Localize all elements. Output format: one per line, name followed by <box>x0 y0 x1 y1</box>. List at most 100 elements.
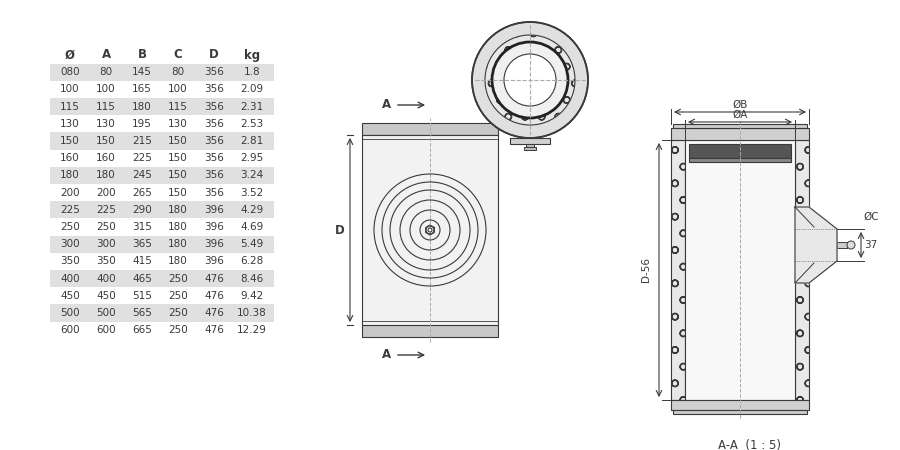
Text: 300: 300 <box>96 239 116 249</box>
Text: 356: 356 <box>204 85 224 94</box>
Text: 2.53: 2.53 <box>240 119 264 129</box>
Text: 250: 250 <box>168 308 188 318</box>
Text: 4.29: 4.29 <box>240 205 264 215</box>
Text: 80: 80 <box>171 67 184 77</box>
Text: 500: 500 <box>96 308 116 318</box>
Text: 130: 130 <box>96 119 116 129</box>
Text: 2.95: 2.95 <box>240 153 264 163</box>
Text: 3.52: 3.52 <box>240 188 264 198</box>
Text: 250: 250 <box>96 222 116 232</box>
Text: 356: 356 <box>204 188 224 198</box>
Text: 476: 476 <box>204 291 224 301</box>
Text: Ø: Ø <box>65 49 75 62</box>
Text: 350: 350 <box>60 256 80 266</box>
Bar <box>50 270 274 287</box>
Text: 200: 200 <box>96 188 116 198</box>
Bar <box>362 325 498 337</box>
Text: 665: 665 <box>132 325 152 335</box>
Text: 2.81: 2.81 <box>240 136 264 146</box>
Text: 350: 350 <box>96 256 116 266</box>
Text: 476: 476 <box>204 274 224 284</box>
Text: 180: 180 <box>168 256 188 266</box>
Bar <box>837 242 847 248</box>
Text: 150: 150 <box>168 171 188 180</box>
Text: 415: 415 <box>132 256 152 266</box>
Text: 150: 150 <box>168 188 188 198</box>
Text: 1.8: 1.8 <box>244 67 260 77</box>
Text: D: D <box>209 49 219 62</box>
Text: 356: 356 <box>204 153 224 163</box>
Text: 465: 465 <box>132 274 152 284</box>
Text: 165: 165 <box>132 85 152 94</box>
Text: 396: 396 <box>204 239 224 249</box>
Bar <box>50 304 274 322</box>
Text: 450: 450 <box>60 291 80 301</box>
Text: 115: 115 <box>60 102 80 112</box>
Text: 300: 300 <box>60 239 80 249</box>
Text: 115: 115 <box>96 102 116 112</box>
Text: A: A <box>382 99 392 112</box>
Text: 195: 195 <box>132 119 152 129</box>
Text: 130: 130 <box>60 119 80 129</box>
Text: A: A <box>382 348 392 361</box>
Text: 150: 150 <box>168 153 188 163</box>
Bar <box>50 98 274 115</box>
Bar <box>671 400 809 410</box>
Bar <box>689 158 791 162</box>
Text: 080: 080 <box>60 67 80 77</box>
Text: 10.38: 10.38 <box>237 308 267 318</box>
Bar <box>526 144 534 147</box>
Text: 250: 250 <box>60 222 80 232</box>
Bar <box>673 410 807 414</box>
Bar <box>50 201 274 218</box>
Text: 6.28: 6.28 <box>240 256 264 266</box>
Text: 9.42: 9.42 <box>240 291 264 301</box>
Text: ØB: ØB <box>733 100 748 110</box>
Text: 160: 160 <box>60 153 80 163</box>
Text: 500: 500 <box>60 308 80 318</box>
Bar <box>689 144 791 158</box>
Text: 250: 250 <box>168 274 188 284</box>
Text: 396: 396 <box>204 205 224 215</box>
Text: 265: 265 <box>132 188 152 198</box>
Text: 8.46: 8.46 <box>240 274 264 284</box>
Text: 356: 356 <box>204 102 224 112</box>
Bar <box>510 138 550 144</box>
Text: 130: 130 <box>168 119 188 129</box>
Text: 215: 215 <box>132 136 152 146</box>
Text: 180: 180 <box>60 171 80 180</box>
Text: 4.69: 4.69 <box>240 222 264 232</box>
Text: 2.31: 2.31 <box>240 102 264 112</box>
Text: 2.09: 2.09 <box>240 85 264 94</box>
Text: 3.24: 3.24 <box>240 171 264 180</box>
Text: C: C <box>174 49 183 62</box>
Text: 180: 180 <box>168 205 188 215</box>
Text: 180: 180 <box>168 222 188 232</box>
Bar <box>362 135 498 325</box>
Text: 100: 100 <box>96 85 116 94</box>
Text: ØA: ØA <box>733 110 748 120</box>
Bar <box>362 123 498 135</box>
Text: 225: 225 <box>60 205 80 215</box>
Text: A: A <box>102 49 111 62</box>
Text: 150: 150 <box>96 136 116 146</box>
Text: 150: 150 <box>60 136 80 146</box>
Circle shape <box>847 241 855 249</box>
Text: B: B <box>138 49 147 62</box>
Circle shape <box>472 22 588 138</box>
Bar <box>685 140 795 400</box>
Bar <box>524 147 536 150</box>
Text: 250: 250 <box>168 325 188 335</box>
Wedge shape <box>485 35 575 125</box>
Text: 245: 245 <box>132 171 152 180</box>
Text: 396: 396 <box>204 256 224 266</box>
Bar <box>50 132 274 149</box>
Text: 400: 400 <box>96 274 116 284</box>
Text: 356: 356 <box>204 119 224 129</box>
Text: 315: 315 <box>132 222 152 232</box>
Text: 600: 600 <box>60 325 80 335</box>
Text: 180: 180 <box>168 239 188 249</box>
Text: 356: 356 <box>204 67 224 77</box>
Text: D-56: D-56 <box>641 257 651 283</box>
Text: 290: 290 <box>132 205 152 215</box>
